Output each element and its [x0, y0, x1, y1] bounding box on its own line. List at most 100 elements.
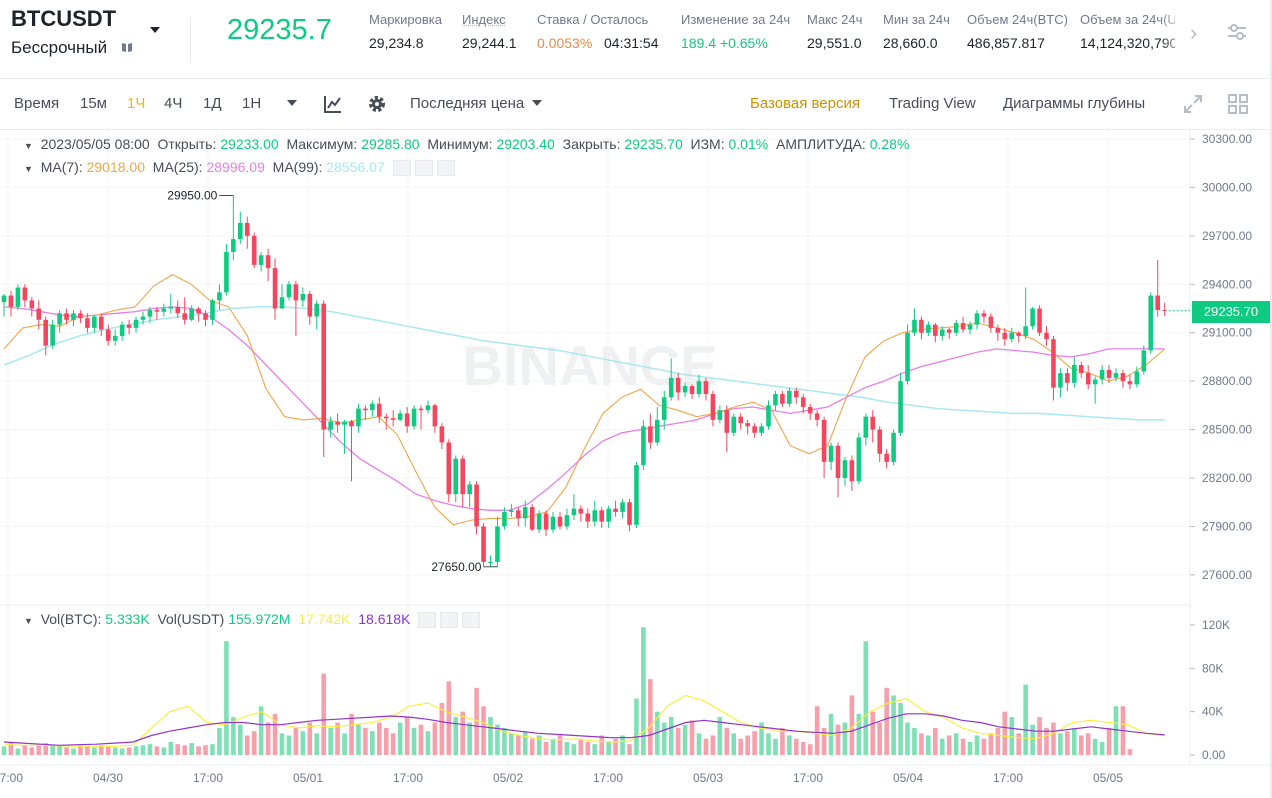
symbol-dropdown-icon[interactable]: [150, 27, 160, 33]
ma99-label: MA(99):: [272, 159, 323, 175]
volume-bar: [661, 722, 667, 755]
candle-body: [912, 319, 917, 333]
ma25-value: 28996.09: [206, 159, 265, 175]
amplitude-label: АМПЛИТУДА:: [775, 136, 866, 152]
candle-body: [926, 324, 931, 333]
volume-bar: [752, 731, 757, 755]
price-type-select[interactable]: Последняя цена: [410, 95, 525, 112]
book-icon[interactable]: [122, 42, 132, 52]
ma-close-icon[interactable]: [436, 160, 455, 177]
time-tick-label: 05/02: [493, 771, 523, 785]
volume-bar: [474, 687, 479, 755]
volume-bar: [891, 695, 896, 755]
volume-bar: [536, 735, 542, 755]
view-basic[interactable]: Базовая версия: [750, 95, 860, 112]
volume-bar: [397, 722, 403, 755]
candle-body: [814, 413, 820, 420]
candle-body: [1002, 332, 1008, 340]
fullscreen-icon[interactable]: [1183, 94, 1203, 114]
candle-body: [321, 303, 326, 430]
collapse-icon[interactable]: ▼: [24, 141, 33, 151]
volume-bar: [1002, 711, 1008, 755]
volume-bar: [745, 735, 750, 755]
ma-settings-icon[interactable]: [414, 160, 433, 177]
volume-bar: [856, 713, 862, 755]
symbol-name[interactable]: BTCUSDT: [11, 6, 117, 31]
candle-body: [258, 255, 264, 265]
candle-body: [919, 319, 924, 333]
candle-body: [390, 418, 396, 420]
candle-body: [856, 437, 862, 482]
time-tick-label: 17:00: [993, 771, 1023, 785]
candle-body: [613, 508, 618, 512]
indicators-icon[interactable]: [323, 94, 343, 114]
volume-bar: [50, 745, 55, 755]
vol-btc-value: 5.333K: [105, 611, 150, 627]
volume-bar: [411, 727, 417, 755]
price-tick-label: 27600.00: [1202, 568, 1252, 582]
candle-body: [383, 416, 389, 419]
chevron-right-icon[interactable]: ›: [1190, 20, 1198, 45]
volume-bar: [724, 727, 730, 755]
candle-body: [780, 394, 785, 404]
candle-body: [203, 313, 208, 320]
settings-sliders-icon[interactable]: [1226, 22, 1248, 42]
candle-body: [425, 405, 431, 411]
volume-bar: [689, 720, 695, 755]
candle-body: [1009, 332, 1015, 340]
contract-type[interactable]: Бессрочный: [11, 38, 108, 57]
volume-bar: [370, 731, 375, 755]
high-marker-label: 29950.00: [167, 189, 217, 203]
ma-collapse-icon[interactable]: ▼: [24, 164, 33, 174]
volume-bar: [133, 746, 139, 755]
ticker-header: BTCUSDT Бессрочный 29235.7 Маркировка 29…: [0, 0, 1272, 79]
time-tick-label: 17:00: [0, 771, 23, 785]
volume-bar: [1030, 724, 1035, 755]
vol-ma2-value: 18.618K: [358, 611, 411, 627]
volume-bar: [564, 742, 570, 755]
layout-grid-icon[interactable]: [1228, 94, 1248, 114]
view-depth[interactable]: Диаграммы глубины: [1003, 95, 1146, 112]
volume-bar: [349, 713, 354, 755]
volume-bar: [863, 641, 869, 755]
vol-settings-icon[interactable]: [440, 612, 459, 629]
volume-bar: [1, 746, 7, 755]
volume-bar: [1037, 717, 1042, 755]
volume-tick-label: 80K: [1202, 661, 1223, 675]
vol-close-icon[interactable]: [462, 612, 481, 629]
candle-body: [1106, 369, 1112, 378]
volume-bar: [175, 744, 181, 755]
candle-body: [1, 295, 7, 303]
interval-1h[interactable]: 1Ч: [127, 95, 146, 112]
candle-body: [50, 324, 55, 346]
candle-body: [703, 381, 709, 395]
candle-body: [453, 458, 459, 495]
price-type-dropdown-icon[interactable]: [532, 100, 542, 106]
gear-icon[interactable]: [367, 94, 387, 114]
volume-bar: [814, 706, 820, 755]
candle-body: [592, 510, 598, 522]
volume-bar: [446, 681, 452, 755]
candle-body: [794, 390, 799, 398]
candle-body: [161, 308, 167, 312]
vol-visibility-icon[interactable]: [418, 612, 437, 629]
interval-1w[interactable]: 1Н: [242, 95, 262, 112]
candle-body: [105, 329, 111, 341]
interval-4h[interactable]: 4Ч: [164, 95, 183, 112]
stat-label-index[interactable]: Индекс: [462, 12, 506, 27]
interval-1d[interactable]: 1Д: [203, 95, 222, 112]
volume-bar: [356, 724, 361, 755]
volume-bar: [425, 731, 431, 755]
interval-dropdown-icon[interactable]: [287, 100, 297, 106]
interval-15m[interactable]: 15м: [80, 95, 107, 112]
candle-body: [1030, 308, 1035, 327]
view-tradingview[interactable]: Trading View: [889, 95, 976, 112]
volume-bar: [682, 724, 688, 755]
vol-collapse-icon[interactable]: ▼: [24, 616, 33, 626]
candle-body: [1044, 332, 1049, 340]
candle-body: [738, 416, 743, 424]
ma-visibility-icon[interactable]: [392, 160, 411, 177]
header-divider: [190, 18, 191, 62]
candle-body: [759, 426, 764, 433]
